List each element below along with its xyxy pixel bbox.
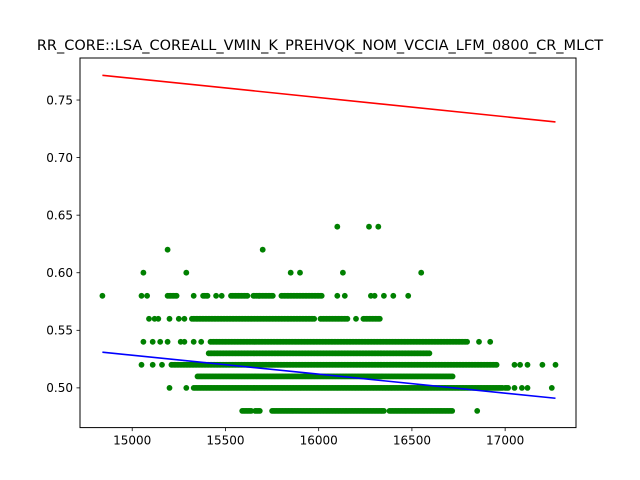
x-tick-label: 16500 xyxy=(393,434,431,448)
data-point xyxy=(505,385,511,391)
axes-frame xyxy=(79,57,577,429)
data-point xyxy=(166,385,173,391)
y-tick-label: 0.65 xyxy=(46,208,73,222)
data-point xyxy=(334,292,341,299)
data-point xyxy=(487,338,494,345)
data-point xyxy=(173,292,180,299)
data-point xyxy=(476,338,482,345)
data-point xyxy=(181,315,188,322)
data-point xyxy=(138,361,145,368)
lower-fit-line xyxy=(102,351,556,400)
data-point xyxy=(259,246,266,253)
y-axis: 0.50 0.55 0.60 0.65 0.70 0.75 xyxy=(46,93,80,395)
data-point xyxy=(376,315,383,322)
upper-fit-line xyxy=(102,74,556,123)
chart-title: RR_CORE::LSA_COREALL_VMIN_K_PREHVQK_NOM_… xyxy=(37,38,603,54)
data-point xyxy=(405,292,412,299)
data-point xyxy=(334,223,341,230)
data-point xyxy=(256,292,262,299)
data-point xyxy=(375,223,382,230)
data-point xyxy=(524,361,531,368)
x-tick-label: 16000 xyxy=(300,434,338,448)
data-point xyxy=(149,361,156,368)
data-point xyxy=(155,315,162,322)
data-point xyxy=(213,292,220,299)
data-point xyxy=(144,292,151,299)
data-point xyxy=(166,315,173,322)
data-point xyxy=(474,408,481,414)
data-point xyxy=(269,292,276,299)
data-point xyxy=(149,338,156,345)
data-point xyxy=(218,292,225,299)
data-point xyxy=(146,315,152,322)
data-point xyxy=(181,338,188,345)
data-point xyxy=(418,269,425,276)
data-point xyxy=(99,292,106,299)
x-tick-label: 17000 xyxy=(486,434,524,448)
data-point xyxy=(366,223,372,230)
data-point xyxy=(449,408,456,414)
data-point xyxy=(164,338,171,345)
data-point xyxy=(548,385,555,391)
data-point xyxy=(344,315,351,322)
scatter-series xyxy=(99,223,559,414)
data-point xyxy=(204,292,211,299)
data-point xyxy=(318,292,325,299)
data-point xyxy=(297,269,303,276)
data-point xyxy=(183,269,190,276)
data-point xyxy=(159,361,165,368)
data-point xyxy=(183,385,190,391)
y-tick-label: 0.60 xyxy=(46,266,73,280)
x-tick-label: 15000 xyxy=(113,434,151,448)
y-tick-label: 0.75 xyxy=(46,93,73,107)
data-point xyxy=(248,408,255,414)
data-point xyxy=(311,315,318,322)
y-tick-label: 0.50 xyxy=(46,381,73,395)
data-point xyxy=(449,373,456,380)
data-point xyxy=(381,408,387,414)
data-point xyxy=(371,292,378,299)
data-point xyxy=(190,338,197,345)
data-point xyxy=(381,292,387,299)
data-point xyxy=(140,269,147,276)
data-point xyxy=(426,350,433,357)
data-point xyxy=(493,361,500,368)
data-point xyxy=(157,338,164,345)
y-tick-label: 0.70 xyxy=(46,151,73,165)
plot-area xyxy=(99,74,559,414)
data-point xyxy=(341,292,348,299)
data-point xyxy=(175,315,182,322)
data-point xyxy=(511,385,518,391)
data-point xyxy=(390,292,397,299)
data-point xyxy=(353,315,359,322)
data-point xyxy=(256,408,263,414)
data-point xyxy=(198,338,205,345)
y-tick-label: 0.55 xyxy=(46,324,73,338)
data-point xyxy=(464,338,470,345)
data-point xyxy=(190,292,197,299)
x-axis: 15000 15500 16000 16500 17000 xyxy=(113,427,524,448)
data-point xyxy=(552,361,559,368)
data-point xyxy=(287,269,294,276)
data-point xyxy=(340,269,346,276)
data-point xyxy=(517,361,523,368)
data-point xyxy=(244,292,251,299)
data-point xyxy=(539,361,546,368)
data-point xyxy=(519,385,525,391)
data-point xyxy=(524,385,531,391)
data-point xyxy=(138,292,145,299)
data-point xyxy=(164,246,171,253)
data-point xyxy=(511,361,518,368)
data-point xyxy=(140,338,147,345)
x-tick-label: 15500 xyxy=(206,434,244,448)
